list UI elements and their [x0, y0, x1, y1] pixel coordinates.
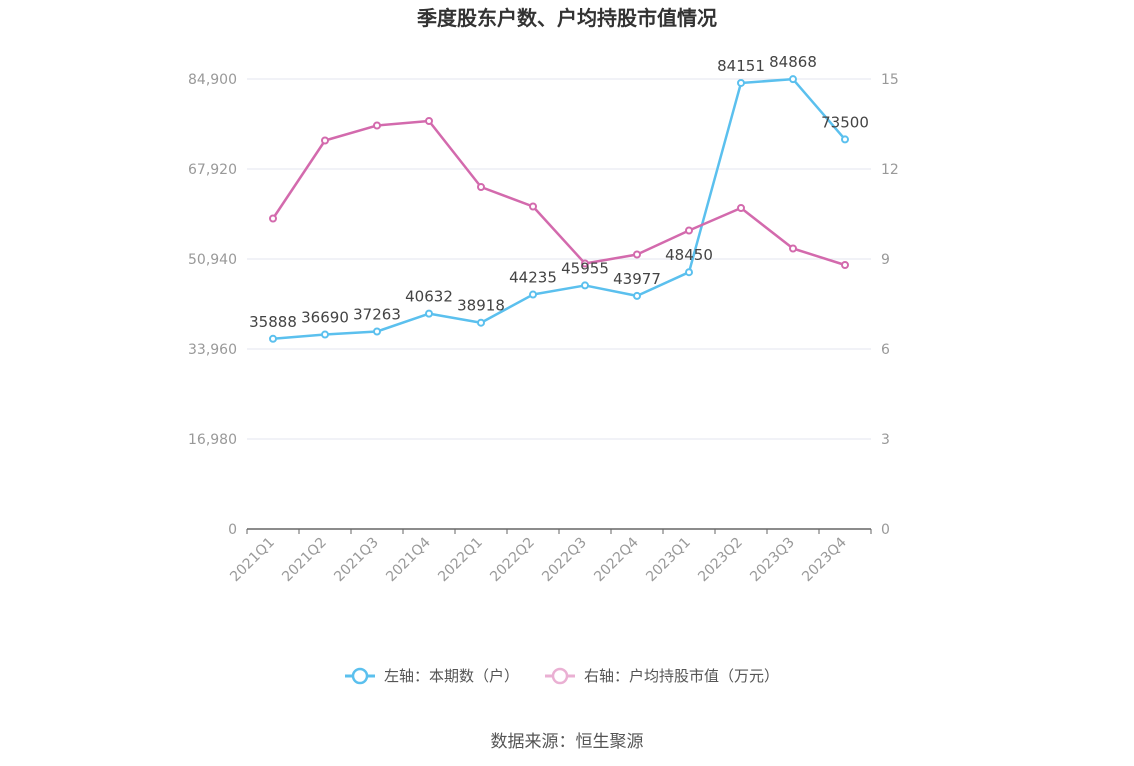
legend-swatch-marker: [551, 667, 569, 685]
data-point: [321, 136, 329, 145]
right-axis-tick-label: 6: [881, 342, 890, 358]
right-axis-tick-label: 3: [881, 432, 890, 448]
legend-swatch-marker: [351, 667, 369, 685]
data-point: [425, 117, 433, 125]
data-point: [789, 244, 797, 253]
data-label: 45955: [561, 259, 609, 277]
left-axis-tick-label: 0: [228, 522, 237, 538]
series: [269, 75, 849, 343]
data-label: 36690: [301, 309, 349, 327]
x-axis-tick-label: 2022Q3: [539, 535, 590, 586]
right-axis-tick-label: 9: [881, 252, 890, 268]
data-point: [581, 281, 589, 290]
x-axis-tick-label: 2021Q3: [331, 535, 382, 586]
data-point: [737, 78, 745, 87]
legend-item[interactable]: 右轴：户均持股市值（万元）: [545, 667, 779, 685]
left-axis-tick-label: 50,940: [188, 252, 237, 268]
x-axis-tick-label: 2021Q4: [383, 534, 434, 585]
data-point: [269, 334, 277, 343]
legend-item[interactable]: 左轴：本期数（户）: [345, 667, 519, 685]
x-axis-tick-label: 2022Q1: [435, 535, 486, 586]
data-point: [789, 75, 797, 84]
right-axis-tick-label: 0: [881, 522, 890, 538]
data-label: 35888: [249, 313, 297, 331]
left-axis-tick-label: 67,920: [188, 162, 237, 178]
series-line-holders: [272, 77, 846, 341]
left-axis-tick-label: 16,980: [188, 432, 237, 448]
data-point: [685, 268, 693, 277]
data-point: [841, 261, 849, 269]
x-axis-tick-label: 2023Q4: [799, 534, 850, 585]
data-point: [529, 290, 537, 299]
data-label: 48450: [665, 246, 713, 264]
data-label: 38918: [457, 297, 505, 315]
legend-label: 左轴：本期数（户）: [384, 667, 519, 685]
legend[interactable]: 左轴：本期数（户） 右轴：户均持股市值（万元）: [345, 667, 779, 685]
data-label: 37263: [353, 305, 401, 323]
x-axis-tick-label: 2021Q1: [227, 535, 278, 586]
data-label: 44235: [509, 269, 557, 287]
data-point: [841, 135, 849, 144]
right-axis-tick-label: 12: [881, 162, 899, 178]
legend-label: 右轴：户均持股市值（万元）: [584, 667, 779, 685]
data-label: 73500: [821, 113, 869, 131]
data-point: [477, 318, 485, 327]
x-axis-tick-label: 2022Q4: [591, 534, 642, 585]
x-axis-tick-label: 2023Q1: [643, 535, 694, 586]
grid: [247, 78, 871, 440]
series-line-value: [271, 119, 846, 267]
chart-title: 季度股东户数、户均持股市值情况: [416, 6, 717, 30]
x-axis-tick-label: 2022Q2: [487, 535, 538, 586]
data-label: 43977: [613, 270, 661, 288]
data-point: [477, 183, 485, 191]
data-point: [581, 259, 589, 268]
data-point: [633, 291, 641, 300]
source-note: 数据来源：恒生聚源: [491, 732, 644, 752]
data-point: [737, 204, 745, 212]
data-labels: 35888 36690 372634063238918442354595543977…: [249, 53, 869, 331]
data-label: 84868: [769, 53, 817, 71]
data-label: 40632: [405, 288, 453, 306]
right-axis-tick-label: 15: [881, 72, 899, 88]
data-label: 84151: [717, 57, 765, 75]
data-point: [321, 330, 329, 339]
left-axis-tick-label: 84,900: [188, 72, 237, 88]
data-point: [685, 226, 693, 235]
data-point: [373, 327, 381, 336]
data-point: [425, 309, 433, 318]
x-axis-tick-label: 2023Q3: [747, 535, 798, 586]
x-axis-tick-label: 2021Q2: [279, 535, 330, 586]
left-axis-tick-label: 33,960: [188, 342, 237, 358]
data-point: [633, 250, 641, 259]
data-point: [269, 214, 277, 223]
data-point: [373, 121, 381, 130]
x-axis-tick-label: 2023Q2: [695, 535, 746, 586]
data-point: [529, 202, 537, 211]
